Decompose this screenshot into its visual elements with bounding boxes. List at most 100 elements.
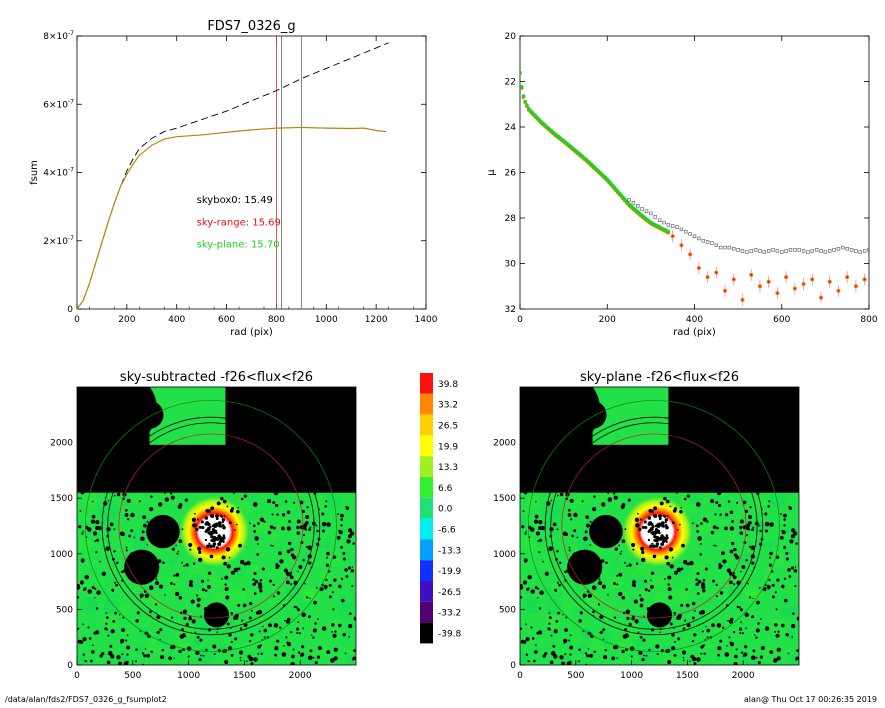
masked-star	[276, 591, 281, 595]
masked-star	[530, 479, 534, 482]
masked-star	[228, 556, 231, 559]
masked-star	[85, 660, 88, 663]
masked-star	[693, 610, 696, 612]
masked-star	[96, 538, 100, 542]
image-texture	[771, 618, 787, 634]
masked-star	[283, 645, 285, 647]
image-texture	[129, 489, 145, 504]
masked-star	[105, 612, 108, 614]
masked-star	[625, 609, 631, 614]
masked-star	[232, 491, 235, 494]
galaxy-star	[658, 517, 662, 521]
profile-point-gray	[718, 245, 723, 250]
masked-star	[587, 648, 590, 650]
masked-star	[141, 530, 145, 534]
masked-star	[557, 494, 559, 497]
masked-star	[796, 464, 799, 469]
galaxy-star	[206, 544, 210, 549]
profile-point-outer-core	[732, 278, 735, 281]
masked-star	[196, 603, 201, 608]
masked-star	[690, 654, 695, 659]
fsum-ytick-label: 4×10-7	[43, 167, 74, 179]
masked-star	[243, 494, 247, 498]
masked-star	[732, 575, 737, 580]
masked-star	[673, 640, 676, 644]
image-texture	[77, 536, 93, 551]
masked-star	[647, 589, 651, 592]
image-texture	[693, 564, 702, 574]
masked-star	[604, 648, 608, 652]
masked-star	[178, 539, 183, 544]
masked-star	[643, 654, 645, 657]
profile-point-outer-core	[846, 276, 849, 279]
galaxy-star	[215, 514, 219, 518]
masked-star	[571, 476, 574, 479]
profile-point-gray	[849, 248, 854, 252]
aperture-black-outer	[101, 416, 321, 636]
masked-star	[331, 623, 335, 627]
masked-star	[126, 645, 131, 650]
galaxy-star	[209, 544, 213, 549]
masked-star	[79, 640, 84, 644]
profile-point-gray	[784, 249, 788, 253]
masked-star	[298, 565, 303, 569]
masked-star	[731, 520, 734, 523]
colorbar-label: 0.0	[438, 505, 453, 515]
image-texture	[639, 621, 652, 633]
masked-star	[724, 526, 728, 531]
image-texture	[196, 621, 209, 633]
masked-star	[631, 616, 635, 621]
masked-star	[520, 627, 523, 630]
fsum-ytick-label: 8×10-7	[43, 30, 74, 42]
colorbar-label: -6.6	[438, 526, 456, 536]
masked-star	[116, 655, 121, 660]
profile-point-gray	[758, 249, 762, 253]
masked-star	[719, 591, 724, 595]
masked-star	[347, 566, 352, 570]
image-texture	[192, 638, 201, 647]
masked-star	[635, 562, 639, 565]
masked-star	[670, 646, 676, 651]
masked-star	[79, 510, 82, 513]
masked-star	[267, 499, 272, 504]
masked-star	[89, 659, 93, 663]
masked-star	[284, 500, 288, 503]
galaxy-star	[654, 524, 658, 528]
masked-star	[125, 549, 128, 552]
masked-star	[734, 654, 738, 659]
profile-point-gray	[705, 240, 710, 244]
masked-star	[94, 587, 97, 590]
profile-point-outer-core	[689, 253, 692, 256]
masked-star	[593, 495, 596, 498]
masked-star	[681, 543, 685, 548]
masked-star	[187, 466, 192, 471]
masked-star	[538, 607, 542, 610]
profile-point-gray	[740, 249, 745, 253]
masked-star	[347, 534, 352, 539]
image-texture	[765, 541, 773, 549]
image-texture	[341, 526, 348, 534]
fsum-xtick-label: 1400	[415, 315, 438, 325]
masked-star	[582, 630, 585, 633]
big-masked-star	[646, 602, 673, 628]
masked-star	[721, 551, 725, 556]
image-texture	[156, 661, 163, 665]
profile-point-gray	[710, 241, 714, 245]
masked-star	[224, 659, 229, 665]
masked-star	[630, 655, 633, 658]
masked-star	[530, 589, 535, 594]
masked-star	[601, 502, 606, 507]
masked-star	[289, 575, 294, 580]
masked-star	[582, 593, 587, 598]
galaxy-star	[215, 536, 220, 541]
masked-star	[88, 637, 92, 640]
masked-star	[238, 543, 242, 548]
masked-star	[135, 619, 139, 623]
profile-ytick-label: 28	[505, 214, 517, 224]
masked-star	[117, 488, 121, 491]
masked-star	[115, 583, 119, 587]
galaxy-star	[665, 525, 669, 530]
masked-star	[616, 657, 618, 659]
masked-star	[316, 484, 319, 488]
masked-star	[696, 592, 700, 595]
